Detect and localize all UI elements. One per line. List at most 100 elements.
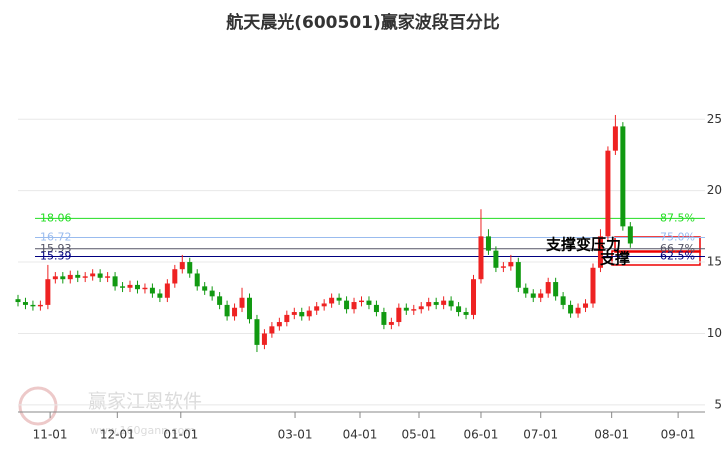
candle-body <box>530 293 536 298</box>
candle-body <box>515 262 521 288</box>
annotation: 支撑变压力 <box>545 236 621 254</box>
candle-body <box>396 307 402 323</box>
level-pct: 87.5% <box>660 211 695 224</box>
candle-body <box>299 312 305 317</box>
y-tick-label: 20 <box>707 183 722 197</box>
candle-body <box>149 287 155 294</box>
candle-body <box>67 274 73 280</box>
y-tick-label: 5 <box>714 397 722 411</box>
candle-body <box>433 302 439 305</box>
annotation: 支撑 <box>599 250 630 268</box>
level-pct: 75.0% <box>660 230 695 243</box>
candle-body <box>45 279 51 305</box>
level-pct: 66.7% <box>660 242 695 255</box>
x-tick-label: 05-01 <box>402 428 437 442</box>
watermark-text: 赢家江恩软件 <box>88 391 202 413</box>
candle-body <box>97 273 103 278</box>
candle-body <box>441 300 447 305</box>
x-tick-label: 09-01 <box>661 428 696 442</box>
chart-title: 航天晨光(600501)赢家波段百分比 <box>226 12 500 33</box>
candle-body <box>418 306 424 310</box>
level-label: 15.93 <box>40 242 72 255</box>
candle-body <box>134 284 140 290</box>
candle-body <box>575 307 581 314</box>
candle-body <box>291 312 297 315</box>
candle-body <box>463 312 469 315</box>
candle-body <box>30 304 36 307</box>
candle-body <box>75 274 81 278</box>
candle-body <box>321 303 327 307</box>
candle-body <box>22 302 28 305</box>
candle-body <box>179 262 185 270</box>
x-tick-label: 01-01 <box>163 428 198 442</box>
candle-body <box>485 236 491 251</box>
candle-body <box>306 310 312 317</box>
candle-body <box>52 276 58 280</box>
watermark-logo <box>18 386 58 426</box>
watermark: 赢家江恩软件 www.160gann.com <box>18 386 202 437</box>
level-label: 16.72 <box>40 230 72 243</box>
candle-body <box>590 267 596 304</box>
candle-body <box>545 282 551 294</box>
candle-body <box>269 326 275 334</box>
candle-body <box>194 273 200 287</box>
candle-body <box>359 300 364 303</box>
candle-body <box>157 293 163 298</box>
candle-body <box>605 150 611 237</box>
candle-body <box>583 303 589 308</box>
candle-body <box>217 296 223 305</box>
candle-body <box>500 266 506 268</box>
candle-body <box>60 276 66 280</box>
watermark-url: www.160gann.com <box>90 424 195 437</box>
candle-body <box>254 319 260 345</box>
candle-body <box>15 299 21 303</box>
candle-body <box>366 300 372 305</box>
candle-body <box>388 322 394 325</box>
y-tick-label: 15 <box>707 255 722 269</box>
x-tick-label: 06-01 <box>464 428 499 442</box>
candle-body <box>105 276 111 278</box>
candle-body <box>627 226 633 244</box>
candle-body <box>314 306 320 311</box>
candle-body <box>336 297 342 301</box>
candle-body <box>276 322 282 327</box>
x-tick-label: 03-01 <box>278 428 313 442</box>
candle-body <box>82 276 88 278</box>
annotation-box <box>611 250 701 266</box>
candle-body <box>239 297 245 308</box>
x-tick-label: 12-01 <box>100 428 135 442</box>
candle-body <box>90 273 96 277</box>
x-tick-label: 11-01 <box>33 428 68 442</box>
level-label: 18.06 <box>40 211 72 224</box>
candle-body <box>373 304 379 313</box>
candle-body <box>403 307 409 311</box>
candle-body <box>120 286 126 288</box>
candle-body <box>411 309 417 311</box>
candle-body <box>187 262 193 274</box>
x-tick-label: 07-01 <box>523 428 558 442</box>
candle-body <box>523 287 529 294</box>
level-label: 15.39 <box>40 249 72 262</box>
candle-body <box>344 300 350 310</box>
candle-body <box>329 297 335 304</box>
candle-body <box>37 304 43 307</box>
candle-body <box>142 287 148 290</box>
candle-body <box>112 276 118 287</box>
candle-body <box>478 236 484 280</box>
candle-body <box>232 307 238 317</box>
candle-body <box>164 283 170 298</box>
candle-body <box>471 279 477 315</box>
candle-body <box>448 300 454 307</box>
candle-body <box>612 126 618 151</box>
candle-body <box>202 286 208 291</box>
y-tick-label: 25 <box>707 112 722 126</box>
candle-body <box>172 269 178 284</box>
candle-body <box>597 236 603 268</box>
x-tick-label: 04-01 <box>343 428 378 442</box>
candle-body <box>493 250 499 268</box>
x-tick-label: 08-01 <box>594 428 629 442</box>
candle-body <box>246 297 252 320</box>
candle-body <box>381 312 387 325</box>
candle-body <box>456 306 462 313</box>
